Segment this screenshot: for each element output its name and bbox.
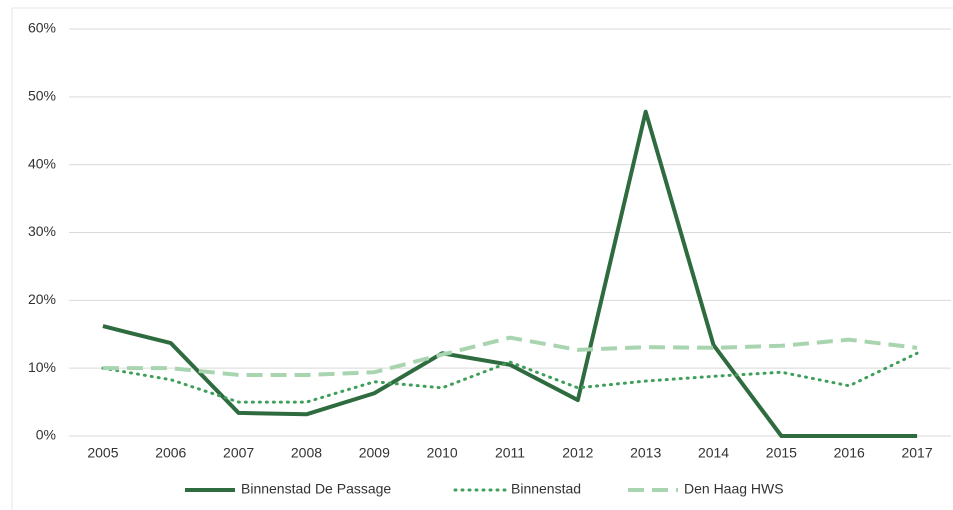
legend-label: Den Haag HWS [684, 481, 784, 497]
legend-label: Binnenstad [511, 481, 581, 497]
x-tick-label: 2012 [562, 445, 593, 461]
series-line [101, 351, 919, 404]
x-tick-label: 2006 [155, 445, 186, 461]
y-tick-label: 50% [28, 88, 56, 104]
y-tick-label: 10% [28, 359, 56, 375]
x-tick-label: 2005 [87, 445, 118, 461]
series-line [102, 109, 918, 438]
legend-label: Binnenstad De Passage [241, 481, 391, 497]
series-line [102, 335, 918, 377]
y-tick-label: 40% [28, 155, 56, 171]
x-tick-label: 2013 [630, 445, 661, 461]
y-tick-label: 0% [36, 427, 56, 443]
y-tick-label: 20% [28, 291, 56, 307]
x-tick-label: 2017 [901, 445, 932, 461]
x-tick-label: 2010 [427, 445, 458, 461]
x-tick-label: 2015 [766, 445, 797, 461]
x-tick-label: 2014 [698, 445, 729, 461]
x-tick-label: 2009 [359, 445, 390, 461]
y-tick-label: 30% [28, 223, 56, 239]
x-tick-label: 2008 [291, 445, 322, 461]
x-tick-label: 2007 [223, 445, 254, 461]
x-tick-label: 2016 [834, 445, 865, 461]
x-tick-label: 2011 [495, 445, 525, 461]
y-tick-label: 60% [28, 20, 56, 36]
